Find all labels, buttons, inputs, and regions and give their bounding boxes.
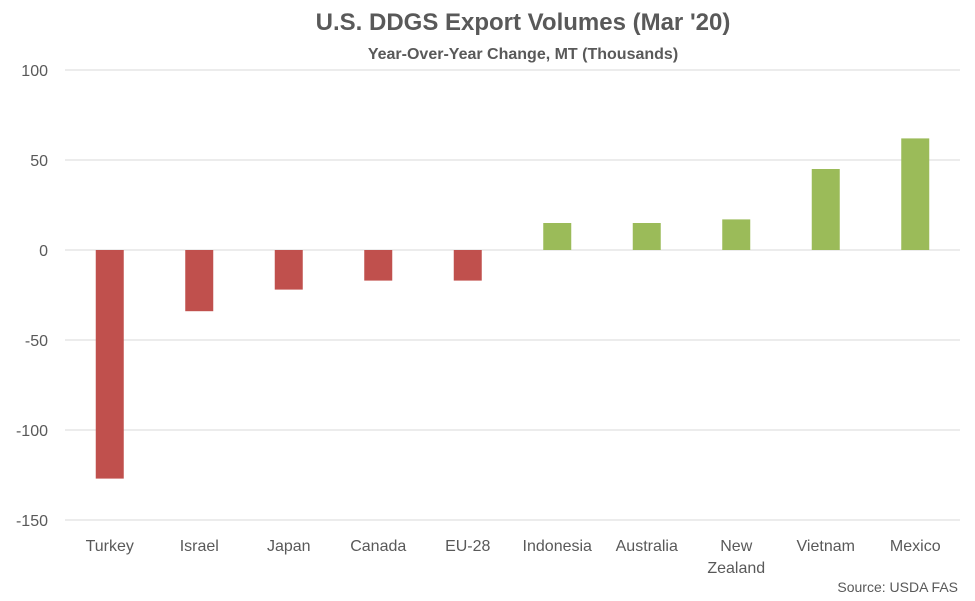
x-category-label: Indonesia (523, 538, 592, 555)
bar-indonesia (543, 223, 572, 250)
gridlines (65, 69, 960, 521)
x-category-label: Turkey (86, 538, 134, 555)
x-axis-categories: Turkey Israel Japan Canada EU-28 Indonesia Aus… (86, 538, 941, 577)
x-category-label: New Zealand (707, 538, 765, 577)
x-category-label: Australia (616, 538, 678, 555)
y-tick-label: -150 (16, 513, 48, 530)
bar-israel (185, 250, 214, 312)
bar-mexico (901, 138, 930, 250)
x-category-label: EU-28 (445, 538, 490, 555)
y-axis-ticks: 100 50 0 -50 -100 -150 (16, 63, 48, 530)
x-category-label: Israel (180, 538, 219, 555)
y-tick-label: 50 (30, 153, 48, 170)
chart-title: U.S. DDGS Export Volumes (Mar '20) (316, 9, 731, 36)
bar-vietnam (811, 169, 840, 250)
y-tick-label: -50 (25, 333, 48, 350)
x-category-label: Japan (267, 538, 311, 555)
source-note: Source: USDA FAS (837, 579, 958, 595)
chart-subtitle: Year-Over-Year Change, MT (Thousands) (368, 46, 678, 63)
x-category-label: Vietnam (797, 538, 855, 555)
bar-japan (274, 250, 303, 290)
bar-new-zealand (722, 219, 751, 250)
bar-canada (364, 250, 393, 281)
y-tick-label: 0 (39, 243, 48, 260)
x-category-label: Mexico (890, 538, 941, 555)
x-category-label: Canada (350, 538, 406, 555)
bar-australia (632, 223, 661, 250)
y-tick-label: 100 (21, 63, 48, 80)
bar-eu-28 (453, 250, 482, 281)
bars (95, 138, 930, 479)
bar-turkey (95, 250, 124, 479)
y-tick-label: -100 (16, 423, 48, 440)
